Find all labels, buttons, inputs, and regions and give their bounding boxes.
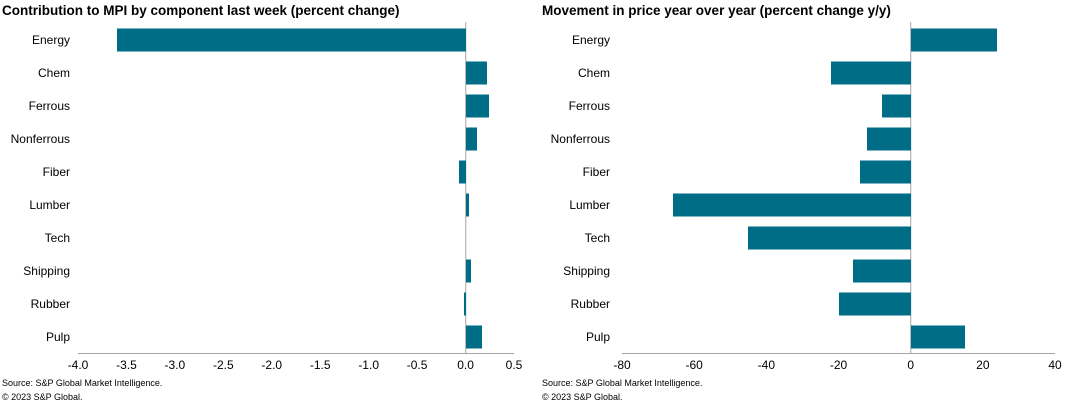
x-tick-label: 20	[976, 358, 990, 372]
bar-row-energy	[622, 24, 1055, 57]
plot-area: -80 -60 -40 -20 0 20 40	[613, 22, 1062, 372]
source-note: Source: S&P Global Market Intelligence. …	[542, 376, 702, 404]
category-label-ferrous: Ferrous	[28, 99, 70, 114]
bar-row-energy	[78, 24, 514, 57]
bar-row-lumber	[622, 189, 1055, 222]
category-label-rubber: Rubber	[30, 296, 70, 311]
x-tick-label: 0.0	[457, 358, 474, 372]
category-label-energy: Energy	[31, 33, 70, 48]
bar-nonferrous	[867, 127, 911, 151]
copyright-line: © 2023 S&P Global.	[2, 392, 83, 402]
category-label-chem: Chem	[577, 66, 610, 81]
source-line: Source: S&P Global Market Intelligence.	[2, 378, 163, 388]
bar-row-fiber	[78, 156, 514, 189]
bar-row-tech	[78, 221, 514, 254]
category-label-lumber: Lumber	[569, 197, 610, 212]
x-tick-label: 40	[1048, 358, 1062, 372]
category-label-shipping: Shipping	[23, 263, 70, 278]
bar-row-tech	[622, 221, 1055, 254]
copyright-line: © 2023 S&P Global.	[542, 392, 623, 402]
category-label-tech: Tech	[44, 230, 70, 245]
zero-gridline	[909, 22, 912, 353]
bar-lumber	[465, 193, 470, 217]
x-tick-label: -80	[613, 358, 631, 372]
bar-row-shipping	[622, 254, 1055, 287]
category-label-tech: Tech	[584, 230, 610, 245]
x-tick-label: -2.0	[261, 358, 283, 372]
category-label-pulp: Pulp	[585, 329, 610, 344]
x-tick-label: -3.5	[116, 358, 137, 372]
chart-contribution-panel: Contribution to MPI by component last we…	[0, 0, 539, 416]
x-axis-ticks: -4.0 -3.5 -3.0 -2.5 -2.0 -1.5 -1.0 -0.5 0.0 0.5	[68, 358, 523, 372]
x-tick-label: -60	[685, 358, 703, 372]
bar-chem	[831, 61, 911, 85]
chart-title: Contribution to MPI by component last we…	[2, 3, 400, 18]
plot-area: -4.0 -3.5 -3.0 -2.5 -2.0 -1.5 -1.0 -0.5 0.0 0.5	[68, 22, 522, 372]
x-tick-label: -4.0	[67, 358, 89, 372]
x-tick-label: 0	[907, 358, 914, 372]
bar-rubber	[463, 292, 466, 316]
bar-lumber	[672, 193, 911, 217]
source-line: Source: S&P Global Market Intelligence.	[542, 378, 703, 388]
bar-row-rubber	[622, 287, 1055, 320]
category-label-chem: Chem	[37, 66, 70, 81]
category-label-pulp: Pulp	[45, 329, 70, 344]
bar-row-ferrous	[622, 90, 1055, 123]
bar-tech	[748, 226, 911, 250]
bar-row-pulp	[78, 320, 514, 353]
bar-row-chem	[622, 57, 1055, 90]
bars-region	[78, 24, 514, 353]
x-tick-label: -2.5	[212, 358, 234, 372]
x-tick-label: -0.5	[406, 358, 428, 372]
bar-energy	[116, 28, 466, 52]
x-axis-ticks: -80 -60 -40 -20 0 20 40	[613, 358, 1061, 372]
bar-shipping	[465, 259, 472, 283]
category-label-lumber: Lumber	[29, 197, 70, 212]
bar-rubber	[838, 292, 911, 316]
x-tick-label: -3.0	[164, 358, 186, 372]
bar-fiber	[860, 160, 911, 184]
bar-energy	[910, 28, 998, 52]
category-label-energy: Energy	[571, 33, 610, 48]
source-note: Source: S&P Global Market Intelligence. …	[2, 376, 162, 404]
bar-row-ferrous	[78, 90, 514, 123]
chart-title: Movement in price year over year (percen…	[542, 3, 891, 18]
bar-pulp	[465, 325, 483, 349]
category-label-nonferrous: Nonferrous	[550, 132, 610, 147]
category-label-fiber: Fiber	[42, 165, 70, 180]
x-tick-label: -1.0	[358, 358, 379, 372]
x-tick-label: -20	[829, 358, 848, 372]
category-label-fiber: Fiber	[582, 165, 610, 180]
bar-pulp	[910, 325, 965, 349]
bar-row-rubber	[78, 287, 514, 320]
bar-row-fiber	[622, 156, 1055, 189]
category-label-nonferrous: Nonferrous	[10, 132, 70, 147]
category-axis: Energy Chem Ferrous Nonferrous Fiber Lumber Te…	[540, 24, 610, 353]
chart-price-movement-panel: Movement in price year over year (percen…	[540, 0, 1079, 416]
bar-row-nonferrous	[78, 123, 514, 156]
category-label-rubber: Rubber	[570, 296, 610, 311]
bar-row-chem	[78, 57, 514, 90]
category-label-ferrous: Ferrous	[568, 99, 610, 114]
bar-ferrous	[881, 94, 911, 118]
category-axis: Energy Chem Ferrous Nonferrous Fiber Lumber Te…	[0, 24, 70, 353]
bar-chem	[465, 61, 487, 85]
bar-row-pulp	[622, 320, 1055, 353]
category-label-shipping: Shipping	[563, 263, 610, 278]
bar-row-lumber	[78, 189, 514, 222]
bar-fiber	[458, 160, 466, 184]
bar-row-nonferrous	[622, 123, 1055, 156]
x-tick-label: -1.5	[309, 358, 331, 372]
zero-gridline	[464, 22, 467, 353]
x-tick-label: 0.5	[505, 358, 523, 372]
bar-row-shipping	[78, 254, 514, 287]
bars-region	[622, 24, 1055, 353]
bar-nonferrous	[465, 127, 478, 151]
bar-shipping	[852, 259, 911, 283]
x-tick-label: -40	[757, 358, 775, 372]
bar-ferrous	[465, 94, 489, 118]
